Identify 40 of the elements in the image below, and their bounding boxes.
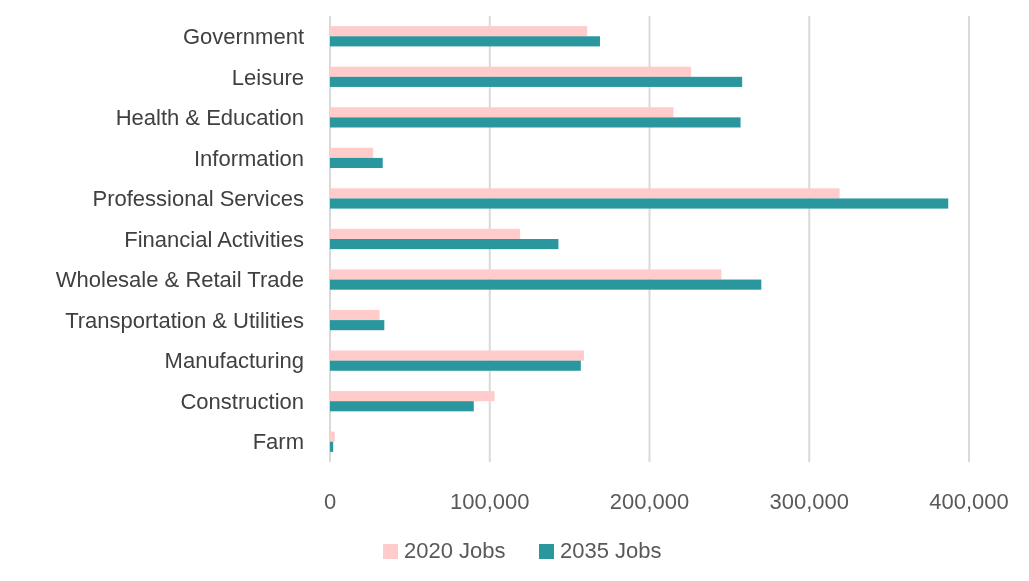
bar bbox=[330, 320, 385, 331]
bar bbox=[330, 76, 743, 87]
y-tick-label: Farm bbox=[252, 429, 304, 455]
y-tick-label: Leisure bbox=[231, 64, 304, 90]
bar bbox=[330, 36, 600, 47]
x-tick-label: 300,000 bbox=[769, 489, 850, 514]
y-tick-label: Information bbox=[193, 145, 304, 171]
bar bbox=[330, 188, 840, 199]
y-tick-label: Manufacturing bbox=[164, 348, 304, 374]
bar bbox=[330, 279, 762, 290]
y-tick-label: Health & Education bbox=[115, 105, 304, 131]
bar bbox=[330, 441, 334, 452]
legend-label: 2020 Jobs bbox=[404, 538, 506, 563]
legend-label: 2035 Jobs bbox=[560, 538, 662, 563]
x-tick-label: 400,000 bbox=[929, 489, 1009, 514]
bar bbox=[330, 239, 559, 250]
x-tick-label: 200,000 bbox=[609, 489, 690, 514]
bar bbox=[330, 269, 722, 280]
bar bbox=[330, 147, 374, 158]
bar bbox=[330, 157, 383, 169]
y-tick-label: Government bbox=[182, 23, 304, 49]
bar bbox=[330, 360, 581, 371]
x-tick-label: 0 bbox=[323, 489, 337, 514]
bar bbox=[330, 228, 521, 239]
bar bbox=[330, 431, 335, 442]
bar bbox=[330, 117, 741, 128]
bar bbox=[330, 26, 588, 37]
bar bbox=[330, 401, 474, 412]
bar bbox=[330, 107, 674, 118]
x-tick-label: 100,000 bbox=[449, 489, 530, 514]
bar bbox=[330, 350, 584, 361]
y-tick-label: Construction bbox=[180, 388, 304, 414]
bar bbox=[330, 198, 949, 209]
y-tick-label: Wholesale & Retail Trade bbox=[55, 267, 304, 293]
bar bbox=[330, 66, 692, 77]
y-tick-label: Transportation & Utilities bbox=[65, 307, 304, 333]
y-tick-label: Professional Services bbox=[92, 186, 304, 212]
bar bbox=[330, 309, 380, 321]
bar bbox=[330, 391, 495, 402]
y-tick-label: Financial Activities bbox=[124, 226, 304, 252]
